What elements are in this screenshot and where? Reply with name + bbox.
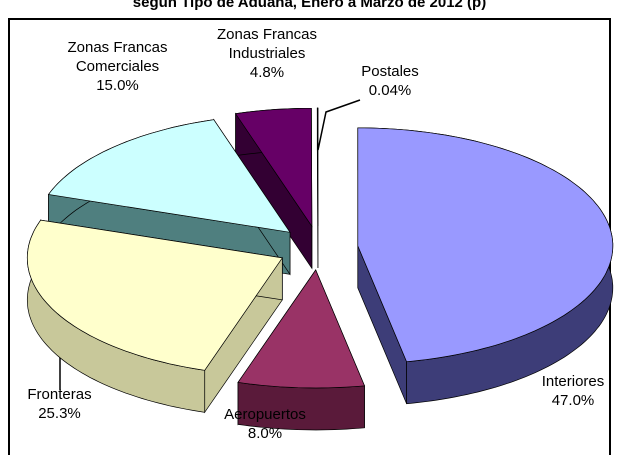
slice bbox=[237, 268, 366, 431]
slice-top bbox=[47, 119, 291, 233]
slice-label: Zonas Francas Industriales 4.8% bbox=[212, 25, 322, 82]
slice-top bbox=[26, 219, 283, 371]
slice bbox=[316, 107, 319, 269]
category-name: Fronteras bbox=[27, 386, 92, 403]
leader-line bbox=[317, 99, 361, 151]
slice-label: Aeropuertos 8.0% bbox=[205, 405, 325, 443]
value-label: 8.0% bbox=[247, 425, 283, 442]
slice-label: Postales 0.04% bbox=[340, 62, 440, 100]
value-label: 15.0% bbox=[96, 77, 139, 94]
slice-label: Fronteras 25.3% bbox=[12, 385, 107, 423]
slice-top bbox=[357, 127, 614, 363]
value-label: 0.04% bbox=[368, 82, 412, 99]
category-name: Interiores bbox=[541, 373, 605, 390]
chart-title: según Tipo de Aduana, Enero a Marzo de 2… bbox=[132, 0, 487, 11]
slice-top bbox=[316, 107, 319, 227]
value-label: 47.0% bbox=[551, 392, 595, 409]
category-name: Postales bbox=[361, 63, 419, 80]
slice-top bbox=[234, 107, 313, 228]
slice-top bbox=[237, 269, 366, 389]
category-name: Zonas Francas Comerciales bbox=[67, 39, 168, 75]
slice bbox=[357, 127, 614, 405]
value-label: 4.8% bbox=[249, 64, 285, 81]
category-name: Aeropuertos bbox=[224, 406, 306, 423]
category-name: Zonas Francas Industriales bbox=[216, 26, 318, 62]
slice-label: Zonas Francas Comerciales 15.0% bbox=[55, 38, 180, 95]
slice bbox=[26, 218, 283, 414]
slice bbox=[234, 107, 313, 270]
value-label: 25.3% bbox=[38, 405, 81, 422]
slice-label: Interiores 47.0% bbox=[518, 372, 619, 410]
